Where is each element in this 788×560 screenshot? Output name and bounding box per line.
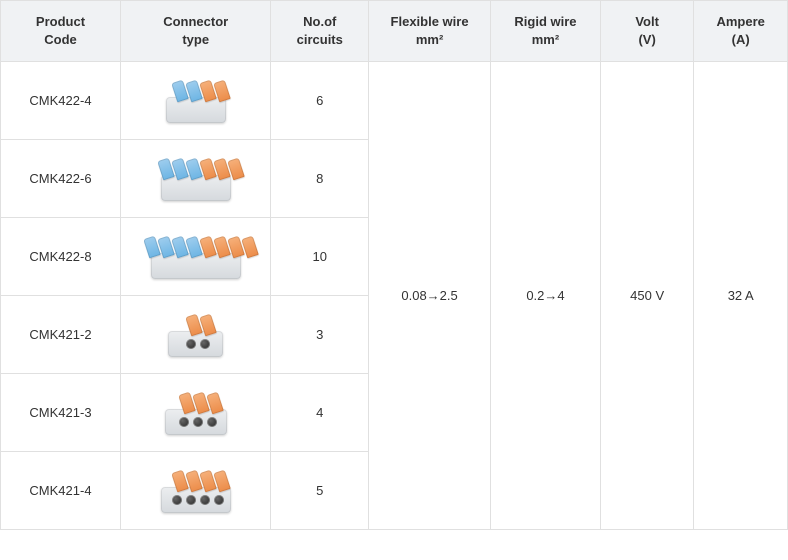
col-label: (A) (732, 32, 750, 47)
cell-connector-type (120, 452, 270, 530)
connector-image (141, 379, 251, 444)
col-no-circuits: No.of circuits (271, 1, 369, 62)
connector-image (141, 301, 251, 366)
col-label: Ampere (716, 14, 764, 29)
cell-rigid-wire: 0.2→4 (491, 62, 601, 530)
col-label: type (182, 32, 209, 47)
col-label: mm² (532, 32, 559, 47)
cell-circuits: 8 (271, 140, 369, 218)
col-flexible-wire: Flexible wire mm² (369, 1, 491, 62)
cell-connector-type (120, 296, 270, 374)
cell-product-code: CMK421-4 (1, 452, 121, 530)
col-connector-type: Connector type (120, 1, 270, 62)
cell-connector-type (120, 218, 270, 296)
col-product-code: Product Code (1, 1, 121, 62)
header-row: Product Code Connector type No.of circui… (1, 1, 788, 62)
cell-connector-type (120, 62, 270, 140)
cell-volt: 450 V (600, 62, 694, 530)
table-body: CMK422-4 60.08→2.50.2→4450 V32 A CMK422-6 8… (1, 62, 788, 530)
cell-circuits: 10 (271, 218, 369, 296)
col-volt: Volt (V) (600, 1, 694, 62)
cell-product-code: CMK422-8 (1, 218, 121, 296)
cell-circuits: 6 (271, 62, 369, 140)
cell-product-code: CMK422-4 (1, 62, 121, 140)
col-label: (V) (638, 32, 655, 47)
table-row: CMK422-460.08→2.50.2→4450 V32 A (1, 62, 788, 140)
cell-connector-type (120, 140, 270, 218)
cell-ampere: 32 A (694, 62, 788, 530)
col-rigid-wire: Rigid wire mm² (491, 1, 601, 62)
connector-image (141, 145, 251, 210)
cell-circuits: 3 (271, 296, 369, 374)
connector-image (141, 223, 251, 288)
col-label: Connector (163, 14, 228, 29)
connector-image (141, 67, 251, 132)
col-ampere: Ampere (A) (694, 1, 788, 62)
cell-circuits: 5 (271, 452, 369, 530)
col-label: No.of (303, 14, 336, 29)
col-label: Product (36, 14, 85, 29)
col-label: Flexible wire (391, 14, 469, 29)
cell-product-code: CMK421-3 (1, 374, 121, 452)
cell-connector-type (120, 374, 270, 452)
spec-table: Product Code Connector type No.of circui… (0, 0, 788, 530)
cell-product-code: CMK421-2 (1, 296, 121, 374)
col-label: circuits (297, 32, 343, 47)
col-label: mm² (416, 32, 443, 47)
connector-image (141, 457, 251, 522)
col-label: Volt (635, 14, 659, 29)
cell-flexible-wire: 0.08→2.5 (369, 62, 491, 530)
cell-product-code: CMK422-6 (1, 140, 121, 218)
col-label: Rigid wire (514, 14, 576, 29)
cell-circuits: 4 (271, 374, 369, 452)
col-label: Code (44, 32, 77, 47)
